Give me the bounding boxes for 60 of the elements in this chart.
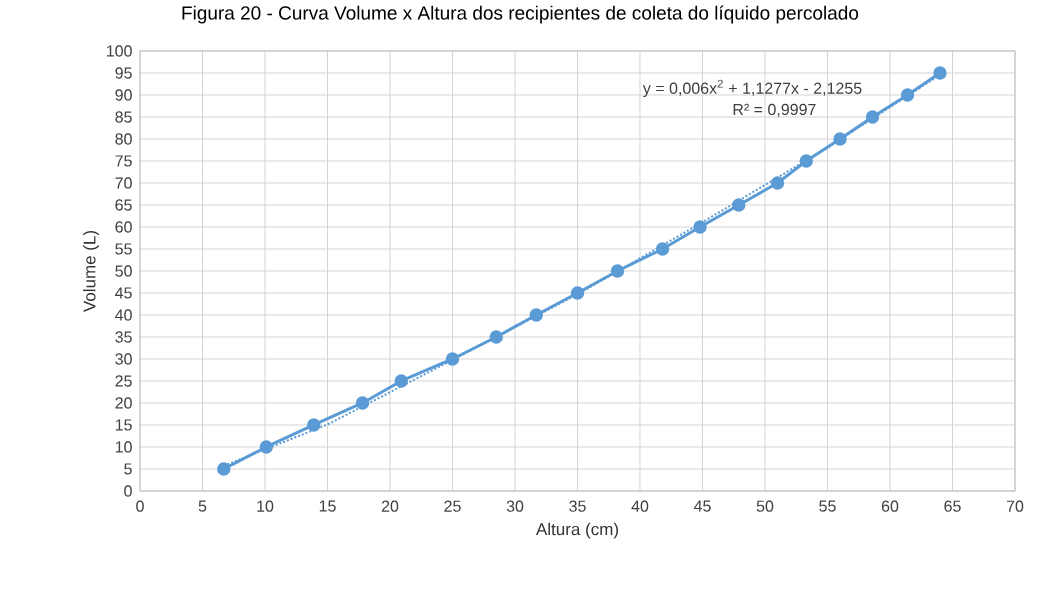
y-tick-label: 95: [115, 67, 132, 79]
point: [655, 242, 670, 256]
x-tick-label: 20: [381, 500, 399, 512]
point: [307, 418, 321, 432]
x-tick-label: 0: [136, 500, 144, 512]
y-tick-label: 90: [115, 89, 132, 101]
point: [529, 308, 543, 322]
y-tick-label: 5: [124, 463, 132, 475]
annotation: R² = 0,9997: [733, 103, 816, 117]
point: [799, 154, 813, 168]
point: [865, 110, 880, 124]
y-tick-label: 35: [115, 331, 132, 343]
point: [933, 66, 947, 80]
y-tick-label: 50: [115, 265, 132, 277]
x-tick-label: 40: [631, 500, 649, 512]
point: [259, 440, 273, 454]
y-tick-label: 45: [115, 287, 132, 299]
x-axis-title: Altura (cm): [535, 522, 618, 539]
x-tick-label: 10: [257, 500, 274, 512]
point: [355, 396, 370, 410]
y-tick-label: 40: [115, 309, 132, 321]
point: [833, 132, 847, 146]
point: [570, 286, 585, 300]
annotation: y = 0,006x$^{2}$ + 1,1277x - 2,1255: [642, 79, 862, 98]
y-tick-label: 30: [115, 353, 132, 365]
y-tick-label: 100: [107, 45, 132, 57]
point: [610, 264, 625, 278]
point: [693, 220, 707, 234]
y-tick-label: 80: [115, 133, 132, 145]
x-tick-label: 70: [1006, 500, 1024, 512]
point: [900, 88, 915, 102]
point: [217, 462, 231, 476]
x-tick-label: 15: [319, 500, 336, 512]
point: [489, 330, 503, 344]
x-tick-label: 50: [756, 500, 774, 512]
y-tick-label: 25: [115, 375, 132, 387]
point: [394, 374, 408, 388]
chart-title: Figura 20 - Curva Volume x Altura dos recipientes de coleta do líquido percolado: [182, 5, 859, 24]
y-tick-label: 65: [115, 199, 132, 211]
y-tick-label: 85: [115, 111, 132, 123]
y-axis-title: Volume (L): [83, 230, 99, 313]
x-tick-label: 25: [444, 500, 461, 512]
y-tick-label: 0: [124, 485, 132, 497]
point: [732, 198, 746, 212]
x-tick-label: 60: [881, 500, 899, 512]
x-tick-label: 55: [819, 500, 836, 512]
y-tick-label: 10: [115, 441, 132, 453]
x-tick-label: 35: [569, 500, 586, 512]
y-tick-label: 55: [115, 243, 132, 255]
point: [770, 176, 785, 190]
y-tick-label: 20: [115, 397, 132, 409]
x-tick-label: 65: [944, 500, 961, 512]
point: [445, 352, 460, 366]
y-tick-label: 15: [115, 419, 132, 431]
y-tick-label: 75: [115, 155, 132, 167]
y-tick-label: 60: [115, 221, 132, 233]
x-tick-label: 30: [506, 500, 524, 512]
y-tick-label: 70: [115, 177, 132, 189]
x-tick-label: 5: [198, 500, 207, 512]
x-tick-label: 45: [693, 500, 711, 512]
